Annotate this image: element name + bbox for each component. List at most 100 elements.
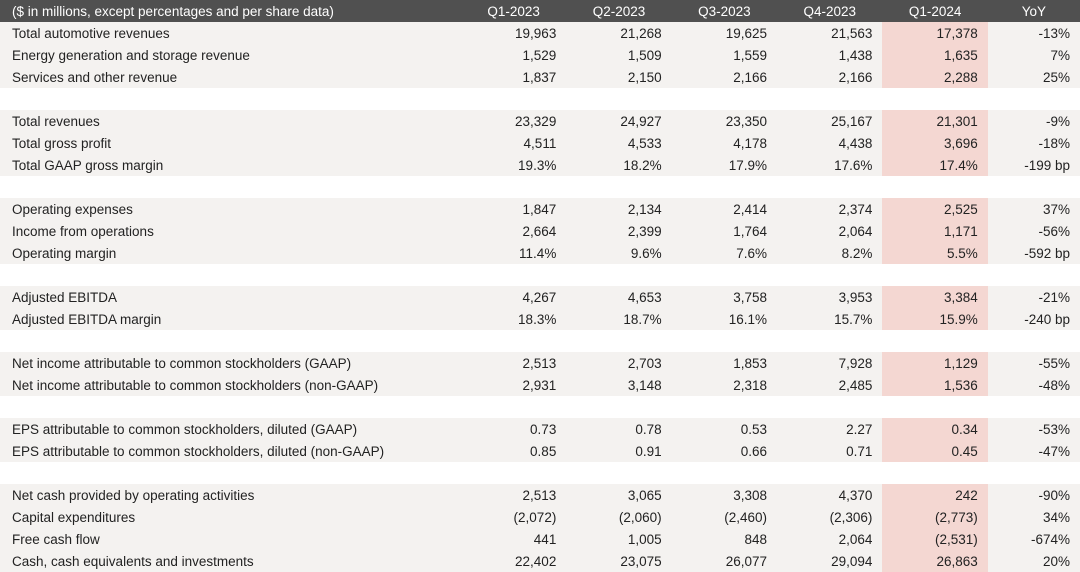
cell: 2,134 — [566, 198, 671, 220]
cell: -53% — [988, 418, 1080, 440]
cell: 2,374 — [777, 198, 882, 220]
row-label: Income from operations — [0, 220, 461, 242]
cell: 26,077 — [672, 550, 777, 572]
row-label: Cash, cash equivalents and investments — [0, 550, 461, 572]
table-row: Operating margin11.4%9.6%7.6%8.2%5.5%-59… — [0, 242, 1080, 264]
cell: 4,370 — [777, 484, 882, 506]
cell: 19,963 — [461, 22, 566, 44]
cell: 9.6% — [566, 242, 671, 264]
cell: 4,438 — [777, 132, 882, 154]
cell: 15.7% — [777, 308, 882, 330]
col-yoy: YoY — [988, 0, 1080, 22]
cell: 2,399 — [566, 220, 671, 242]
cell: 19.3% — [461, 154, 566, 176]
cell: 24,927 — [566, 110, 671, 132]
cell: (2,460) — [672, 506, 777, 528]
cell: 2,414 — [672, 198, 777, 220]
table-row: Operating expenses1,8472,1342,4142,3742,… — [0, 198, 1080, 220]
cell: 2,525 — [882, 198, 987, 220]
cell: 3,065 — [566, 484, 671, 506]
cell: 4,178 — [672, 132, 777, 154]
cell: 3,308 — [672, 484, 777, 506]
spacer-row — [0, 462, 1080, 484]
cell: 1,171 — [882, 220, 987, 242]
cell: 0.34 — [882, 418, 987, 440]
cell: 0.78 — [566, 418, 671, 440]
cell: 3,148 — [566, 374, 671, 396]
cell: 1,853 — [672, 352, 777, 374]
cell: 3,696 — [882, 132, 987, 154]
cell: -674% — [988, 528, 1080, 550]
table-row: Free cash flow4411,0058482,064(2,531)-67… — [0, 528, 1080, 550]
cell: 2,485 — [777, 374, 882, 396]
table-row: Total automotive revenues19,96321,26819,… — [0, 22, 1080, 44]
row-label: Adjusted EBITDA margin — [0, 308, 461, 330]
cell: 0.85 — [461, 440, 566, 462]
table-row: Adjusted EBITDA margin18.3%18.7%16.1%15.… — [0, 308, 1080, 330]
cell: -592 bp — [988, 242, 1080, 264]
row-label: Capital expenditures — [0, 506, 461, 528]
table-row: Services and other revenue1,8372,1502,16… — [0, 66, 1080, 88]
cell: 2,664 — [461, 220, 566, 242]
row-label: EPS attributable to common stockholders,… — [0, 418, 461, 440]
table-row: Net income attributable to common stockh… — [0, 374, 1080, 396]
cell: 4,511 — [461, 132, 566, 154]
spacer-row — [0, 396, 1080, 418]
table-row: Total gross profit4,5114,5334,1784,4383,… — [0, 132, 1080, 154]
cell: 19,625 — [672, 22, 777, 44]
row-label: Operating margin — [0, 242, 461, 264]
cell: 26,863 — [882, 550, 987, 572]
cell: 2,288 — [882, 66, 987, 88]
cell: 18.3% — [461, 308, 566, 330]
spacer-row — [0, 88, 1080, 110]
row-label: Adjusted EBITDA — [0, 286, 461, 308]
cell: 1,847 — [461, 198, 566, 220]
cell: 2,931 — [461, 374, 566, 396]
cell: 0.71 — [777, 440, 882, 462]
cell: 1,559 — [672, 44, 777, 66]
cell: 1,529 — [461, 44, 566, 66]
table-row: EPS attributable to common stockholders,… — [0, 440, 1080, 462]
cell: 2,318 — [672, 374, 777, 396]
cell: 2,064 — [777, 528, 882, 550]
cell: 1,129 — [882, 352, 987, 374]
cell: 16.1% — [672, 308, 777, 330]
cell: 4,653 — [566, 286, 671, 308]
table-row: Net income attributable to common stockh… — [0, 352, 1080, 374]
header-label: ($ in millions, except percentages and p… — [0, 0, 461, 22]
cell: 22,402 — [461, 550, 566, 572]
cell: 2,513 — [461, 352, 566, 374]
cell: 29,094 — [777, 550, 882, 572]
financial-summary-table: ($ in millions, except percentages and p… — [0, 0, 1080, 572]
table-row: Net cash provided by operating activitie… — [0, 484, 1080, 506]
spacer-row — [0, 176, 1080, 198]
cell: 5.5% — [882, 242, 987, 264]
cell: 0.53 — [672, 418, 777, 440]
cell: 25,167 — [777, 110, 882, 132]
cell: 1,536 — [882, 374, 987, 396]
table-row: Total revenues23,32924,92723,35025,16721… — [0, 110, 1080, 132]
cell: -56% — [988, 220, 1080, 242]
cell: 1,635 — [882, 44, 987, 66]
cell: 7% — [988, 44, 1080, 66]
row-label: Net income attributable to common stockh… — [0, 352, 461, 374]
table-row: Cash, cash equivalents and investments22… — [0, 550, 1080, 572]
cell: 0.45 — [882, 440, 987, 462]
row-label: Total revenues — [0, 110, 461, 132]
cell: 242 — [882, 484, 987, 506]
cell: 37% — [988, 198, 1080, 220]
row-label: Total gross profit — [0, 132, 461, 154]
cell: 0.91 — [566, 440, 671, 462]
cell: -18% — [988, 132, 1080, 154]
cell: 3,758 — [672, 286, 777, 308]
cell: 1,438 — [777, 44, 882, 66]
cell: 1,005 — [566, 528, 671, 550]
cell: -240 bp — [988, 308, 1080, 330]
cell: 1,509 — [566, 44, 671, 66]
cell: -21% — [988, 286, 1080, 308]
table-row: Capital expenditures(2,072)(2,060)(2,460… — [0, 506, 1080, 528]
cell: 18.7% — [566, 308, 671, 330]
cell: 17.6% — [777, 154, 882, 176]
cell: 2,150 — [566, 66, 671, 88]
row-label: Operating expenses — [0, 198, 461, 220]
